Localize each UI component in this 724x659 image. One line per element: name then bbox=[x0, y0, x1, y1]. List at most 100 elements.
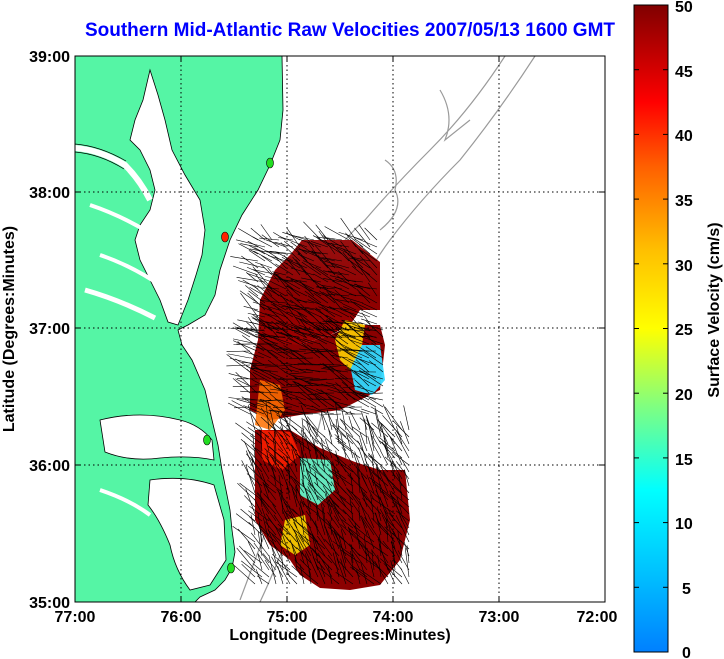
velocity-arrow bbox=[297, 382, 321, 401]
velocity-arrow bbox=[307, 398, 335, 401]
velocity-arrow bbox=[252, 318, 273, 325]
velocity-arrow bbox=[396, 461, 410, 480]
velocity-arrow bbox=[367, 464, 375, 487]
velocity-arrow bbox=[333, 515, 347, 536]
velocity-arrow bbox=[256, 575, 270, 585]
velocity-arrow bbox=[299, 456, 305, 487]
x-tick-label: 76:00 bbox=[161, 609, 202, 626]
velocity-arrow bbox=[258, 351, 272, 359]
bathymetry-contour-3 bbox=[379, 159, 399, 231]
velocity-arrow bbox=[349, 497, 354, 522]
velocity-arrow bbox=[304, 453, 312, 473]
velocity-arrow bbox=[328, 500, 347, 522]
velocity-arrow bbox=[314, 545, 333, 564]
velocity-arrow bbox=[368, 477, 382, 487]
velocity-arrow bbox=[277, 523, 291, 536]
velocity-arrow bbox=[262, 332, 286, 345]
velocity-arrow bbox=[304, 385, 328, 387]
velocity-arrow bbox=[259, 305, 287, 318]
velocity-arrow bbox=[289, 371, 314, 375]
velocity-arrow bbox=[266, 479, 284, 494]
velocity-arrow bbox=[272, 426, 284, 445]
velocity-arrow bbox=[260, 416, 284, 438]
velocity-arrow bbox=[334, 507, 347, 529]
velocity-arrow bbox=[276, 331, 301, 339]
velocity-arrow bbox=[390, 490, 410, 508]
velocity-arrow bbox=[264, 559, 277, 578]
velocity-arrow bbox=[379, 484, 389, 508]
velocity-arrow bbox=[354, 357, 377, 366]
velocity-arrow bbox=[279, 389, 307, 401]
velocity-arrow bbox=[291, 448, 298, 473]
velocity-arrow bbox=[273, 431, 277, 452]
x-tick-label: 75:00 bbox=[267, 609, 308, 626]
velocity-arrow bbox=[270, 410, 277, 438]
velocity-arrow bbox=[246, 266, 266, 276]
velocity-arrow bbox=[270, 539, 284, 557]
velocity-arrow bbox=[349, 410, 361, 431]
velocity-arrow bbox=[232, 322, 258, 338]
velocity-arrow bbox=[347, 527, 368, 543]
velocity-arrow bbox=[278, 421, 298, 438]
velocity-arrow bbox=[271, 547, 277, 564]
colorbar-tick-label: 50 bbox=[675, 0, 693, 16]
velocity-arrow bbox=[250, 413, 263, 431]
velocity-arrow bbox=[296, 317, 322, 332]
velocity-arrow bbox=[379, 496, 389, 522]
velocity-arrow bbox=[310, 241, 329, 248]
velocity-arrow bbox=[337, 246, 357, 255]
velocity-arrow bbox=[336, 558, 347, 585]
velocity-arrow bbox=[400, 421, 410, 445]
velocity-arrow bbox=[339, 375, 356, 387]
velocity-arrow bbox=[403, 405, 410, 431]
velocity-arrow bbox=[321, 368, 349, 373]
velocity-arrow bbox=[290, 475, 312, 494]
velocity-arrow bbox=[375, 512, 382, 536]
velocity-arrow bbox=[295, 248, 308, 262]
velocity-arrow bbox=[332, 541, 354, 557]
velocity-arrow bbox=[364, 351, 384, 366]
velocity-arrow bbox=[296, 337, 314, 345]
velocity-arrow bbox=[370, 494, 375, 522]
velocity-arrow bbox=[334, 278, 364, 290]
velocity-arrow bbox=[247, 449, 263, 466]
velocity-arrow bbox=[280, 242, 301, 262]
velocity-arrow bbox=[253, 346, 272, 352]
velocity-arrow bbox=[271, 303, 294, 318]
velocity-arrow bbox=[338, 536, 347, 564]
velocity-arrow bbox=[370, 406, 384, 415]
velocity-arrow bbox=[252, 364, 279, 366]
velocity-arrow bbox=[357, 386, 377, 394]
velocity-arrow bbox=[322, 485, 333, 501]
velocity-arrow bbox=[261, 499, 277, 522]
velocity-arrow bbox=[264, 313, 280, 318]
velocity-arrow bbox=[292, 508, 312, 529]
velocity-arrow bbox=[269, 250, 294, 255]
velocity-arrow bbox=[323, 278, 343, 283]
velocity-arrow bbox=[279, 328, 301, 332]
velocity-arrow bbox=[371, 560, 389, 578]
velocity-arrow bbox=[274, 256, 287, 269]
velocity-arrow bbox=[366, 541, 389, 557]
velocity-arrow bbox=[325, 478, 333, 494]
velocity-arrow bbox=[288, 357, 314, 359]
velocity-arrow bbox=[340, 549, 361, 564]
velocity-arrow bbox=[232, 265, 259, 276]
velocity-arrow bbox=[298, 438, 305, 459]
velocity-arrow bbox=[279, 527, 291, 557]
velocity-arrow bbox=[353, 236, 378, 248]
velocity-arrow bbox=[320, 461, 333, 473]
velocity-arrow bbox=[286, 305, 301, 325]
velocity-arrow bbox=[358, 369, 384, 387]
x-axis-label: Longitude (Degrees:Minutes) bbox=[229, 627, 450, 644]
velocity-arrow bbox=[247, 273, 273, 283]
velocity-arrow bbox=[346, 234, 364, 248]
velocity-arrow bbox=[307, 486, 319, 508]
velocity-arrow bbox=[301, 277, 322, 283]
velocity-arrow bbox=[254, 319, 272, 331]
velocity-arrow bbox=[284, 241, 301, 255]
velocity-arrow bbox=[354, 227, 371, 248]
velocity-arrow bbox=[275, 251, 294, 262]
velocity-arrow bbox=[232, 378, 251, 394]
velocity-arrow bbox=[348, 527, 368, 550]
